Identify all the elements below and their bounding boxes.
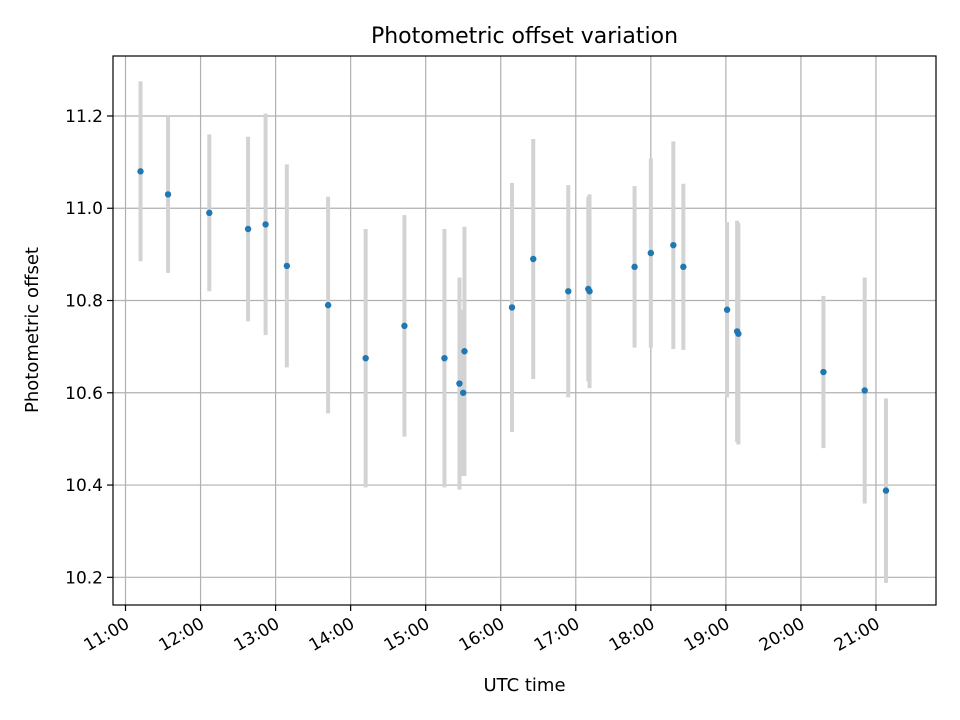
y-tick-label: 10.4 [65,476,103,496]
y-tick-label: 11.0 [65,199,103,219]
data-point [530,255,537,263]
data-point [508,304,516,311]
data-point [206,209,213,217]
y-tick-label: 10.6 [65,384,103,404]
data-point [262,221,269,228]
data-point [401,322,408,330]
data-point [882,487,890,494]
data-point [735,330,742,337]
y-axis-label: Photometric offset [22,247,43,413]
data-point [244,225,252,233]
data-point [460,389,467,396]
data-point [586,288,593,295]
data-point [362,354,369,362]
data-point [565,288,572,295]
data-point [461,348,468,355]
data-point [164,191,172,198]
data-point [861,387,868,394]
chart-title: Photometric offset variation [371,24,678,49]
x-axis-label: UTC time [483,675,565,696]
data-point [441,354,448,362]
y-tick-label: 11.2 [65,107,103,127]
data-point [631,263,638,271]
data-point [324,301,332,309]
data-point [680,263,687,271]
data-point [723,306,731,313]
data-point [670,241,677,249]
data-point [137,168,144,175]
grid-layer [113,56,936,605]
y-tick-label: 10.2 [65,568,103,588]
data-point [820,368,827,376]
plot-frame [112,55,937,606]
data-point [456,380,463,387]
y-tick-label: 10.8 [65,292,103,312]
data-point [283,262,291,270]
data-point [647,249,655,257]
point-layer [137,168,890,494]
